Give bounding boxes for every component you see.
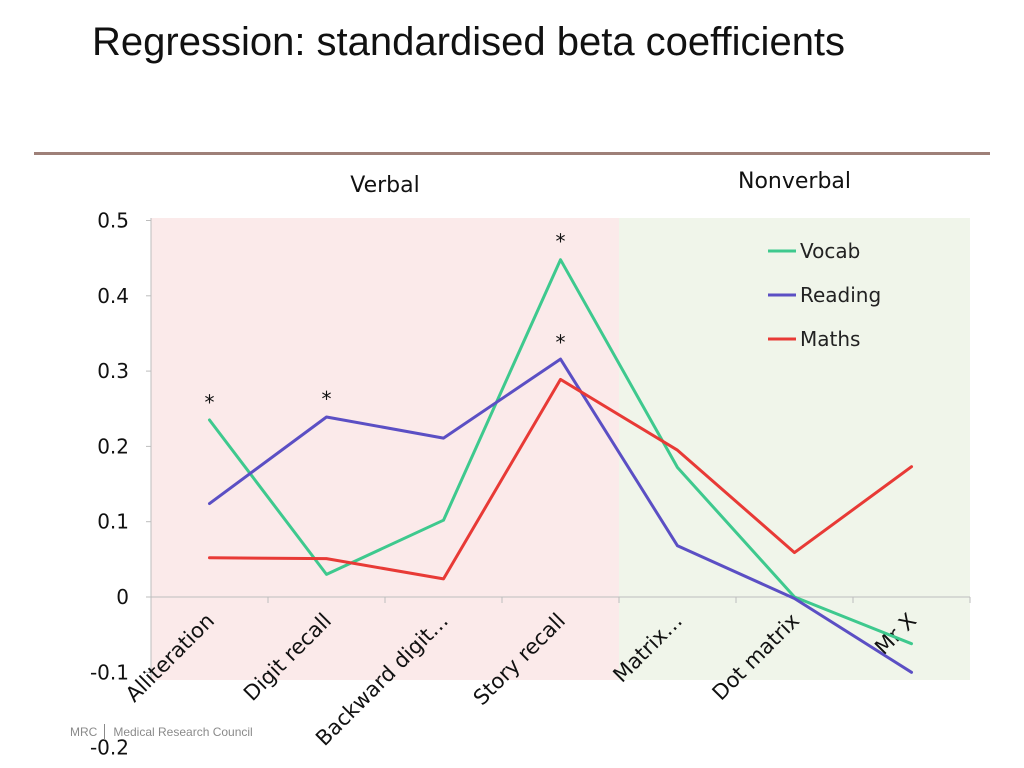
footer-separator [104, 724, 106, 740]
y-tick-label: 0.2 [97, 434, 129, 458]
y-tick-label: 0.1 [97, 510, 129, 534]
group-label-verbal: Verbal [350, 173, 419, 198]
y-tick-label: 0 [116, 585, 129, 609]
legend-label-vocab: Vocab [800, 239, 860, 263]
significance-marker: * [556, 330, 566, 354]
slide-title: Regression: standardised beta coefficien… [92, 20, 846, 64]
significance-marker: * [556, 230, 566, 254]
title-divider [34, 152, 990, 155]
footer-logo: MRC Medical Research Council [70, 722, 253, 742]
y-tick-label: 0.4 [97, 284, 129, 308]
y-tick-label: -0.2 [90, 736, 129, 760]
series-line-maths [208, 377, 913, 581]
group-label-nonverbal: Nonverbal [738, 169, 851, 194]
significance-marker: * [322, 387, 332, 411]
y-tick-label: 0.5 [97, 209, 129, 233]
footer-org-abbr: MRC [70, 725, 98, 739]
footer-org-name: Medical Research Council [113, 725, 253, 739]
significance-marker: * [205, 391, 215, 415]
y-tick-label: -0.1 [90, 660, 129, 684]
series-line-reading [208, 357, 913, 674]
legend-label-maths: Maths [800, 327, 860, 351]
legend-label-reading: Reading [800, 283, 881, 307]
y-tick-label: 0.3 [97, 359, 129, 383]
